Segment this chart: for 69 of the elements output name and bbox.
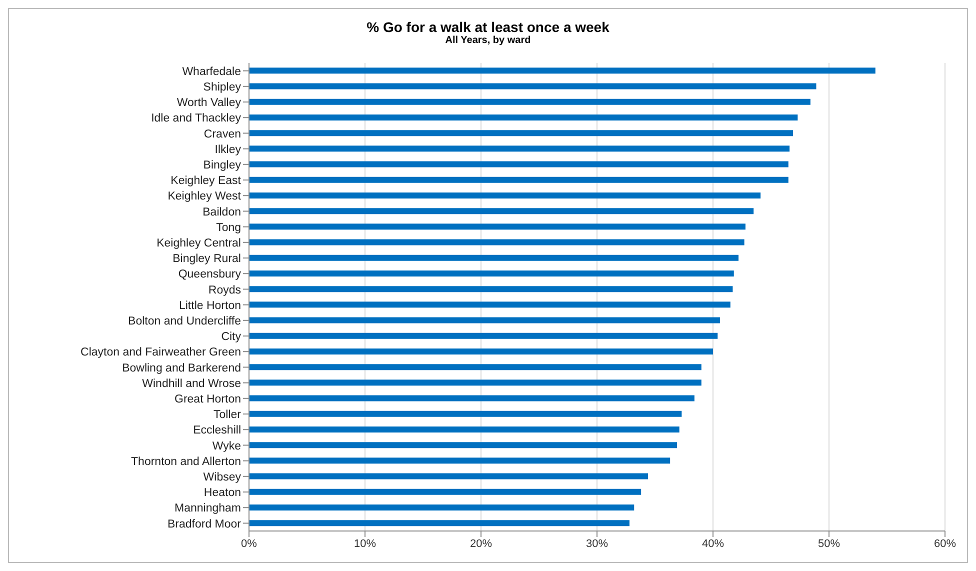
bar: [249, 146, 790, 152]
bar: [249, 395, 694, 402]
y-tick-label: City: [221, 331, 242, 344]
bar: [249, 254, 739, 261]
y-tick-label: Heaton: [204, 487, 241, 500]
y-tick-label: Eccleshill: [193, 424, 241, 437]
y-tick-label: Windhill and Wrose: [142, 378, 241, 390]
y-tick-label: Baildon: [202, 206, 241, 218]
bar: [249, 442, 678, 448]
y-tick-label: Clayton and Fairweather Green: [80, 346, 241, 359]
y-tick-label: Worth Valley: [176, 97, 242, 110]
bar: [249, 348, 713, 354]
bar: [249, 364, 702, 370]
y-tick-label: Bradford Moor: [167, 518, 242, 530]
y-tick-label: Wyke: [212, 440, 241, 452]
y-tick-label: Wharfedale: [182, 66, 241, 78]
y-tick-label: Queensbury: [178, 268, 242, 281]
bar: [249, 270, 734, 276]
y-tick-label: Idle and Thackley: [151, 112, 242, 125]
y-tick-label: Thornton and Allerton: [131, 456, 241, 468]
x-tick-label: 10%: [354, 538, 376, 550]
x-tick-label: 50%: [818, 538, 840, 550]
bar: [249, 208, 754, 214]
y-tick-label: Shipley: [203, 81, 242, 94]
bar: [249, 286, 733, 292]
bar: [249, 161, 788, 168]
y-tick-label: Bolton and Undercliffe: [128, 315, 241, 328]
bar: [249, 176, 788, 183]
y-tick-label: Royds: [208, 284, 242, 296]
bar: [249, 239, 744, 246]
y-tick-label: Ilkley: [214, 144, 242, 156]
bar: [249, 426, 680, 432]
bar: [249, 504, 634, 510]
y-tick-label: Wibsey: [203, 471, 242, 484]
y-tick-label: Bowling and Barkerend: [122, 362, 241, 374]
bar: [249, 114, 798, 120]
bar: [249, 458, 670, 464]
bar: [249, 473, 648, 480]
bar: [249, 224, 746, 230]
bar: [249, 317, 720, 324]
y-tick-label: Keighley West: [168, 190, 242, 203]
y-tick-label: Keighley East: [170, 175, 242, 188]
bar: [249, 488, 642, 495]
x-tick-label: 0%: [241, 538, 258, 550]
bar: [249, 83, 816, 90]
x-tick-label: 60%: [934, 538, 956, 550]
chart-title: % Go for a walk at least once a week: [366, 19, 610, 35]
y-tick-label: Keighley Central: [156, 237, 241, 250]
bar: [249, 98, 810, 105]
y-tick-label: Bingley: [203, 159, 242, 172]
y-tick-label: Tong: [216, 222, 241, 234]
x-tick-label: 20%: [470, 538, 492, 550]
y-tick-label: Great Horton: [174, 393, 241, 406]
bar: [249, 380, 702, 386]
bar: [249, 130, 794, 136]
bar: [249, 520, 630, 526]
x-tick-label: 40%: [702, 538, 724, 550]
bar: [249, 332, 718, 339]
y-tick-label: Manningham: [174, 502, 241, 515]
x-tick-label: 30%: [586, 538, 608, 550]
bar: [249, 302, 730, 308]
y-tick-label: Toller: [214, 409, 242, 422]
bar: [249, 68, 876, 74]
bar: [249, 410, 682, 417]
y-tick-label: Craven: [204, 128, 241, 140]
chart-subtitle: All Years, by ward: [444, 35, 532, 46]
bar: [249, 192, 761, 198]
y-tick-label: Little Horton: [178, 300, 241, 312]
y-tick-label: Bingley Rural: [172, 253, 241, 266]
